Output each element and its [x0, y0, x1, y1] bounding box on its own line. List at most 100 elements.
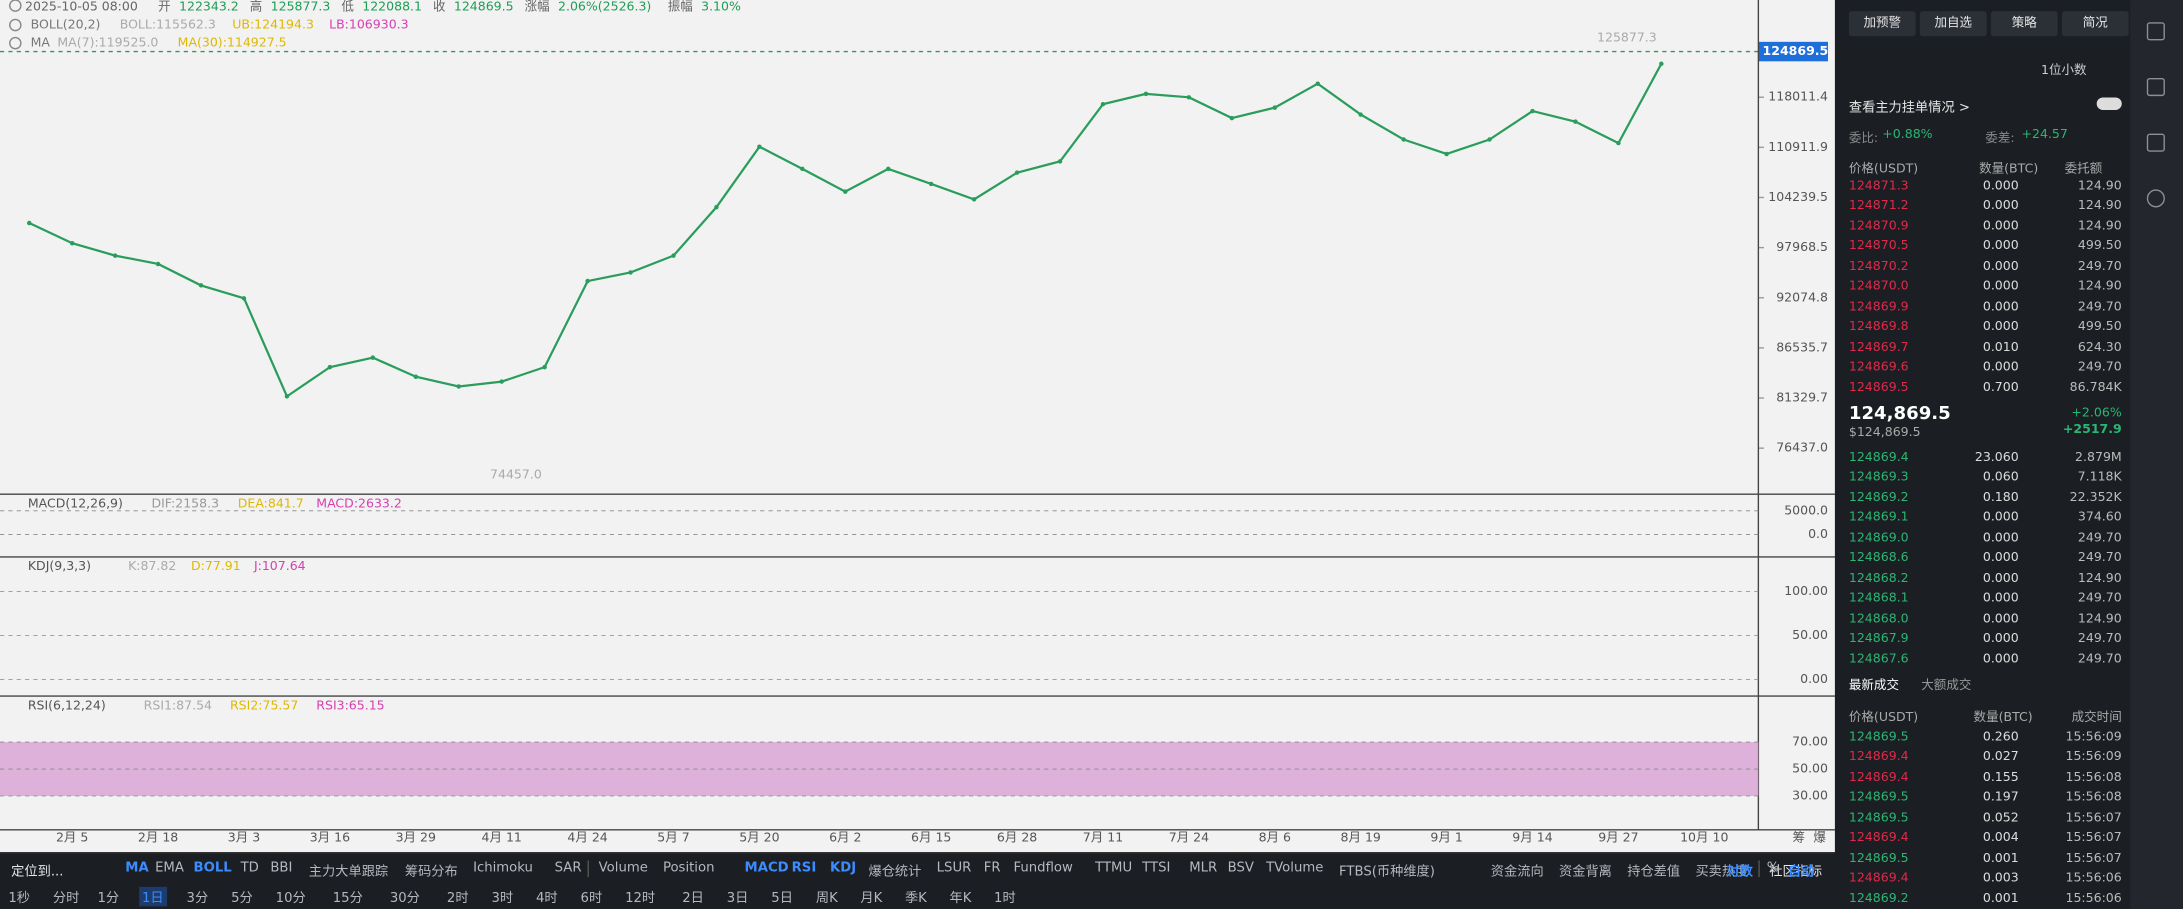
tab[interactable]: 最新成交 — [1848, 679, 1900, 694]
toolbar-item[interactable]: BOLL — [193, 860, 232, 876]
bid-price: 124867.6 — [1848, 652, 1909, 667]
ask-price: 124869.8 — [1848, 320, 1909, 335]
price-point — [1444, 151, 1449, 157]
button[interactable]: 策略 — [1990, 11, 2058, 37]
y-tick-label: 92074.8 — [1776, 289, 1828, 304]
price-point — [241, 296, 247, 301]
toolbar-item[interactable]: 持仓差值 — [1627, 864, 1681, 880]
x-tick-label: 2月 5 — [56, 830, 88, 845]
y-tick-label: 110911.9 — [1768, 139, 1828, 154]
interval-item[interactable]: 1时 — [994, 891, 1016, 907]
header-info: 2.06%(2526.3) — [558, 0, 651, 13]
header-info: 3.10% — [701, 0, 741, 13]
ask-amount: 124.90 — [2077, 179, 2122, 194]
interval-item[interactable]: 1分 — [97, 891, 120, 907]
interval-item[interactable]: 1秒 — [8, 891, 30, 907]
toolbar-item[interactable]: Fundflow — [1013, 860, 1073, 876]
button[interactable]: 加预警 — [1848, 11, 1916, 37]
toggle[interactable] — [2096, 97, 2122, 110]
bid-price: 124869.2 — [1848, 491, 1909, 506]
tab[interactable]: 大额成交 — [1921, 679, 1972, 694]
button[interactable]: 简况 — [2061, 11, 2129, 37]
toolbar-item[interactable]: SAR — [554, 860, 582, 876]
bid-amount: 249.70 — [2077, 551, 2122, 566]
icon[interactable] — [2146, 189, 2165, 208]
toolbar-item[interactable]: 定位到... — [11, 864, 64, 880]
main-orders-link[interactable]: 查看主力挂单情况 > — [1848, 100, 1970, 116]
toolbar-item[interactable]: % — [1766, 860, 1780, 876]
interval-item[interactable]: 年K — [949, 891, 972, 907]
toolbar-item[interactable]: MLR — [1189, 860, 1218, 876]
x-tick-label: 2月 18 — [138, 830, 178, 845]
indicator-readout: BOLL:115562.3 — [120, 17, 216, 32]
interval-item[interactable]: 月K — [860, 891, 883, 907]
toolbar-item[interactable]: Position — [662, 860, 715, 876]
interval-item[interactable]: 季K — [904, 891, 927, 907]
interval-item[interactable]: 2日 — [682, 891, 704, 907]
toolbar-item[interactable]: 对数 — [1726, 864, 1753, 880]
toolbar-item[interactable]: 资金流向 — [1490, 864, 1544, 880]
toolbar-item[interactable]: TTSI — [1142, 860, 1171, 876]
interval-item[interactable]: 12时 — [625, 891, 656, 907]
toolbar-item[interactable]: Ichimoku — [473, 860, 533, 876]
toolbar-item[interactable]: MACD — [744, 860, 789, 876]
interval-item[interactable]: 5分 — [231, 891, 253, 907]
toolbar-item[interactable]: FTBS(币种维度) — [1339, 864, 1435, 880]
icon[interactable] — [2146, 77, 2165, 97]
interval-item[interactable]: 分时 — [52, 891, 80, 907]
ask-price: 124871.2 — [1848, 199, 1909, 214]
toolbar-item[interactable]: 筹码分布 — [404, 864, 458, 880]
header-info: 125877.3 — [271, 0, 331, 13]
y-tick-label: 97968.5 — [1776, 239, 1828, 254]
toolbar-item[interactable]: BBI — [270, 860, 293, 876]
interval-item[interactable]: 10分 — [275, 891, 306, 907]
x-tick-label: 9月 1 — [1430, 830, 1462, 845]
last-price-usd: $124,869.5 — [1848, 426, 1921, 440]
toolbar-item[interactable]: Volume — [598, 860, 648, 876]
interval-item[interactable]: 5日 — [771, 891, 793, 907]
toolbar-item[interactable]: LSUR — [936, 860, 972, 876]
button[interactable]: 加自选 — [1919, 11, 1987, 37]
icon[interactable] — [2146, 133, 2165, 152]
interval-item[interactable]: 3分 — [186, 891, 209, 907]
bid-amount: 249.70 — [2077, 652, 2122, 667]
trade-qty: 0.001 — [1982, 851, 2019, 866]
bid-amount: 249.70 — [2077, 591, 2122, 606]
toolbar-item[interactable]: KDJ — [830, 860, 857, 876]
header-info: 高 — [250, 0, 263, 13]
ask-qty: 0.000 — [1982, 320, 2019, 335]
toolbar-item[interactable]: BSV — [1227, 860, 1254, 876]
toolbar-item[interactable]: RSI — [791, 860, 817, 876]
ask-amount: 624.30 — [2077, 340, 2122, 355]
toolbar-item[interactable]: 买卖热度 — [1695, 864, 1749, 880]
interval-item[interactable]: 2时 — [446, 891, 469, 907]
icon[interactable] — [2146, 22, 2165, 41]
interval-item[interactable]: 4时 — [536, 891, 558, 907]
toolbar-item[interactable]: 主力大单跟踪 — [308, 864, 389, 880]
toolbar-item[interactable]: TD — [240, 860, 259, 876]
interval-item[interactable]: 15分 — [332, 891, 363, 907]
precision[interactable]: 1位小数 — [2040, 64, 2087, 78]
toolbar-item[interactable]: 社区指标 — [1769, 864, 1823, 880]
bid-amount: 2.879M — [2075, 451, 2122, 466]
toolbar-item[interactable]: FR — [983, 860, 1001, 876]
bid-amount: 374.60 — [2077, 511, 2122, 526]
interval-item[interactable]: 30分 — [389, 891, 420, 907]
toolbar-item[interactable]: EMA — [155, 860, 184, 876]
toolbar-item[interactable]: 资金背离 — [1559, 864, 1612, 880]
interval-item[interactable]: 周K — [815, 891, 838, 907]
icon-bar — [2130, 0, 2183, 909]
interval-item[interactable]: 1日 — [139, 886, 167, 907]
toolbar-item[interactable]: TTMU — [1095, 860, 1133, 876]
indicator-name: KDJ(9,3,3) — [28, 558, 91, 573]
interval-item[interactable]: 6时 — [580, 891, 603, 907]
toolbar-item[interactable]: 自动 — [1787, 864, 1815, 880]
indicator-readout: RSI3:65.15 — [316, 697, 384, 712]
toolbar-item[interactable]: 爆仓统计 — [868, 864, 922, 880]
interval-item[interactable]: 3日 — [726, 891, 749, 907]
interval-item[interactable]: 3时 — [491, 891, 514, 907]
price-point — [671, 253, 676, 258]
toolbar-item[interactable]: TVolume — [1266, 860, 1324, 876]
x-tick-label: 7月 11 — [1083, 830, 1123, 845]
toolbar-item[interactable]: MA — [125, 860, 149, 876]
